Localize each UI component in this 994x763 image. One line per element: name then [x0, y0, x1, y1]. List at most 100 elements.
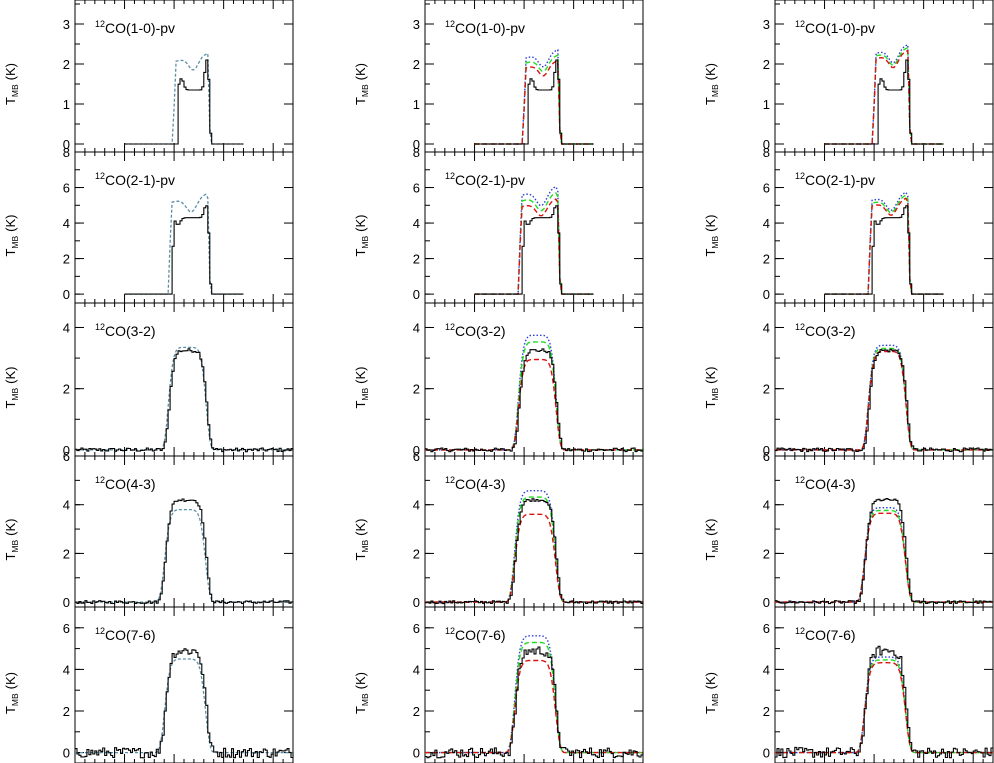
- y-tick-label: 0: [763, 595, 770, 610]
- y-tick-label: 4: [413, 662, 420, 677]
- y-tick-label: 0: [413, 137, 420, 152]
- y-tick-label: 2: [63, 57, 70, 72]
- observed-spectrum: [775, 497, 994, 605]
- model-curve-green: [474, 54, 594, 145]
- y-tick-label: 6: [413, 181, 420, 196]
- y-tick-label: 4: [63, 498, 70, 513]
- observed-spectrum: [75, 348, 294, 453]
- y-tick-label: 6: [763, 449, 770, 464]
- panel-title: 12CO(7-6): [445, 626, 506, 643]
- y-tick-label: 4: [413, 216, 420, 231]
- observed-spectrum: [75, 498, 294, 605]
- panel-title: 12CO(3-2): [95, 322, 156, 339]
- panel-4-2: 0 2 4 6 TMB(K) 12CO(4-3): [353, 449, 644, 610]
- model-curve-blue: [425, 334, 643, 451]
- y-tick-label: 2: [763, 704, 770, 719]
- panel-title: 12CO(1-0)-pv: [95, 19, 175, 36]
- y-tick-label: 2: [763, 57, 770, 72]
- model-curve-red: [824, 197, 944, 295]
- y-tick-label: 0: [763, 443, 770, 458]
- y-tick-label: 0: [63, 746, 70, 761]
- panel-1-1: 0 1 2 3 TMB(K) 12CO(1-0)-pv: [3, 0, 294, 153]
- y-tick-label: 6: [63, 181, 70, 196]
- model-curve-green: [775, 347, 993, 451]
- model-curve-blue: [775, 656, 993, 754]
- y-tick-label: 3: [63, 17, 70, 32]
- y-tick-label: 2: [63, 252, 70, 267]
- panel-5-1: 0 2 4 6 TMB(K) 12CO(7-6): [3, 606, 294, 763]
- observed-spectrum: [474, 205, 594, 295]
- model-curve-green: [775, 509, 993, 603]
- model-curve-red: [824, 49, 944, 145]
- y-tick-label: 4: [763, 662, 770, 677]
- panel-2-3: 0 2 4 6 8 TMB(K) 12CO(2-1)-pv: [703, 145, 994, 304]
- panel-title: 12CO(4-3): [795, 475, 856, 492]
- y-tick-label: 2: [63, 546, 70, 561]
- y-tick-label: 1: [413, 97, 420, 112]
- model-curve-red: [775, 662, 993, 754]
- panel-2-1: 0 2 4 6 8 TMB(K) 12CO(2-1)-pv: [3, 145, 294, 304]
- y-tick-label: 2: [413, 252, 420, 267]
- model-curve-green: [425, 341, 643, 451]
- observed-spectrum: [124, 59, 244, 145]
- y-tick-label: 6: [63, 621, 70, 636]
- y-tick-label: 2: [763, 546, 770, 561]
- y-axis-label: TMB(K): [3, 518, 20, 560]
- y-axis-label: TMB(K): [353, 214, 370, 256]
- y-tick-label: 2: [413, 382, 420, 397]
- model-curve: [124, 193, 244, 295]
- panel-title: 12CO(7-6): [795, 626, 856, 643]
- model-curve-blue: [425, 490, 643, 603]
- y-tick-label: 0: [413, 746, 420, 761]
- observed-spectrum: [425, 348, 644, 453]
- y-tick-label: 4: [413, 320, 420, 335]
- panel-1-2: 0 1 2 3 TMB(K) 12CO(1-0)-pv: [353, 0, 644, 153]
- y-tick-label: 1: [63, 97, 70, 112]
- y-tick-label: 2: [63, 704, 70, 719]
- model-curve-blue: [775, 344, 993, 451]
- observed-spectrum: [775, 645, 994, 759]
- y-tick-label: 0: [63, 443, 70, 458]
- model-curve-red: [425, 358, 643, 451]
- y-axis-label: TMB(K): [703, 63, 720, 105]
- y-axis-label: TMB(K): [353, 63, 370, 105]
- panel-3-3: 0 2 4 TMB(K) 12CO(3-2): [703, 302, 994, 458]
- panel-title: 12CO(3-2): [445, 322, 506, 339]
- panel-title: 12CO(4-3): [95, 475, 156, 492]
- y-axis-label: TMB(K): [3, 63, 20, 105]
- y-axis-label: TMB(K): [703, 366, 720, 408]
- y-tick-label: 0: [413, 443, 420, 458]
- model-curve: [75, 346, 293, 451]
- y-tick-label: 8: [63, 145, 70, 160]
- y-tick-label: 3: [763, 17, 770, 32]
- y-tick-label: 0: [763, 287, 770, 302]
- panel-title: 12CO(4-3): [445, 475, 506, 492]
- y-tick-label: 2: [763, 382, 770, 397]
- panel-title: 12CO(7-6): [95, 626, 156, 643]
- panel-title: 12CO(2-1)-pv: [795, 171, 875, 188]
- model-curve-red: [425, 513, 643, 603]
- model-curve-blue: [775, 507, 993, 603]
- y-tick-label: 0: [763, 137, 770, 152]
- y-axis-label: TMB(K): [703, 214, 720, 256]
- y-tick-label: 4: [413, 498, 420, 513]
- y-tick-label: 2: [763, 252, 770, 267]
- y-tick-label: 0: [63, 595, 70, 610]
- y-tick-label: 6: [763, 621, 770, 636]
- observed-spectrum: [824, 59, 944, 145]
- panel-5-3: 0 2 4 6 TMB(K) 12CO(7-6): [703, 606, 994, 763]
- y-tick-label: 0: [763, 746, 770, 761]
- model-curve-green: [425, 641, 643, 754]
- y-tick-label: 4: [763, 320, 770, 335]
- y-axis-label: TMB(K): [703, 518, 720, 560]
- y-tick-label: 6: [63, 449, 70, 464]
- model-curve-red: [474, 198, 594, 295]
- model-curve-green: [425, 496, 643, 603]
- y-axis-label: TMB(K): [703, 672, 720, 714]
- y-tick-label: 1: [763, 97, 770, 112]
- panel-title: 12CO(1-0)-pv: [445, 19, 525, 36]
- model-curve-blue: [474, 185, 594, 295]
- model-curve-blue: [474, 48, 594, 145]
- model-curve-green: [824, 46, 944, 145]
